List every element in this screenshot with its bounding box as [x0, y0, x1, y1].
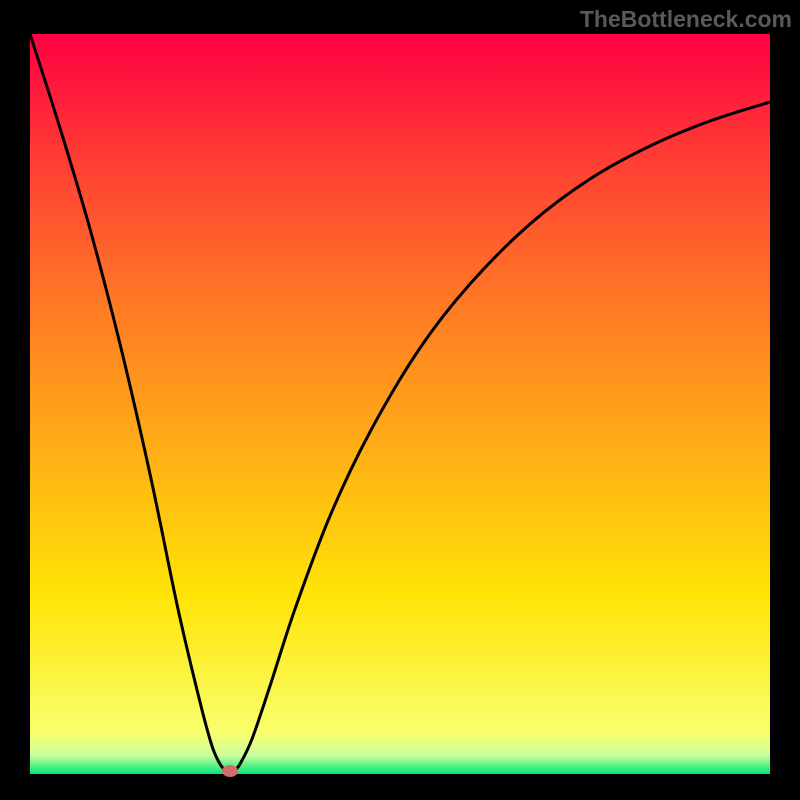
optimal-point-marker	[222, 765, 238, 777]
curve-path	[30, 34, 770, 774]
watermark-text: TheBottleneck.com	[580, 6, 792, 33]
chart-curve-svg	[30, 34, 770, 774]
bottleneck-chart	[30, 34, 770, 774]
